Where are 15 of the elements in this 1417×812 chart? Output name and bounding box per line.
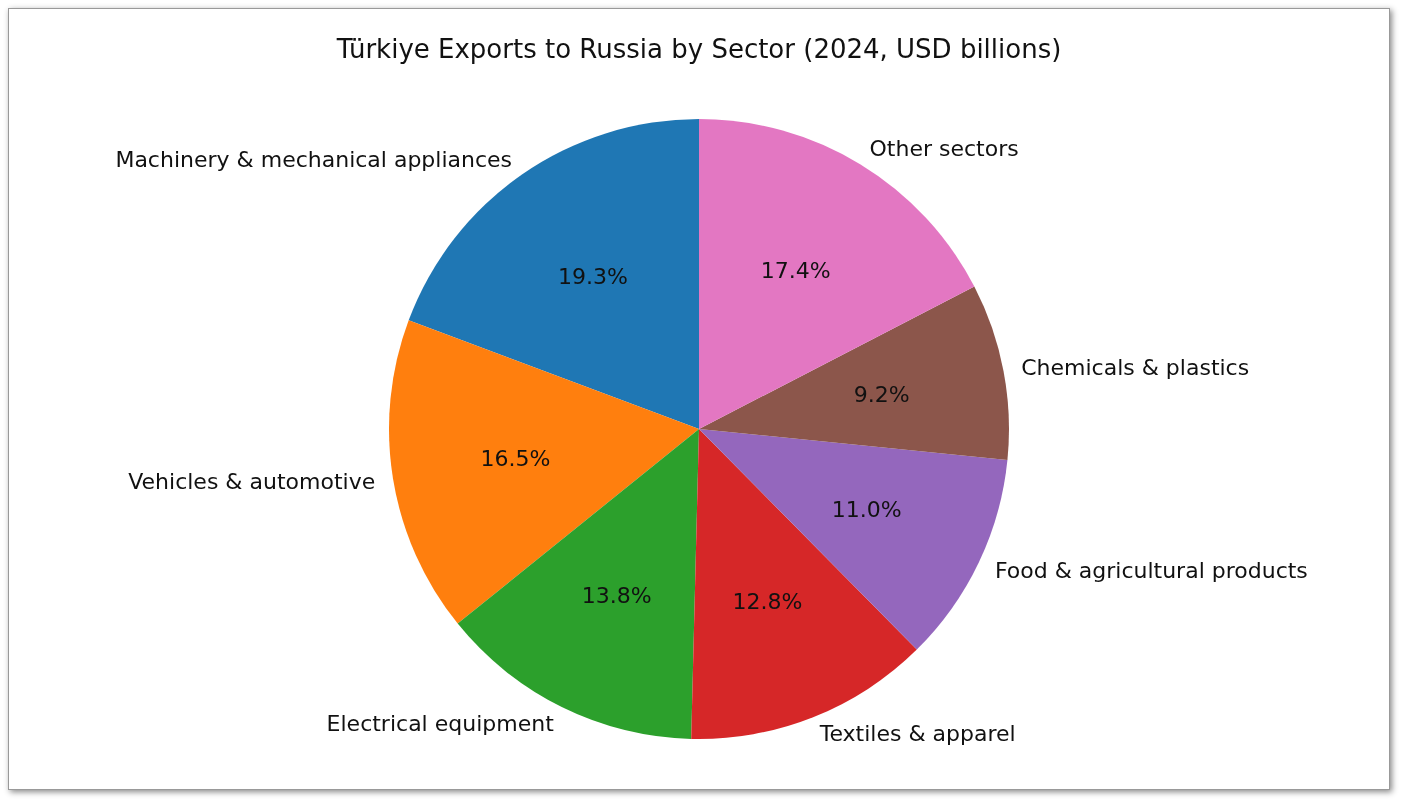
data-label: 19.3% [558, 263, 628, 289]
slice-label: Vehicles & automotive [128, 468, 376, 494]
slice-label: Other sectors [869, 136, 1019, 162]
data-label: 9.2% [853, 381, 910, 407]
chart-title: Türkiye Exports to Russia by Sector (2024, USD billions) [335, 34, 1062, 64]
data-label: 17.4% [760, 257, 831, 283]
slice-label: Textiles & apparel [818, 721, 1016, 747]
data-label: 11.0% [831, 496, 902, 522]
slice-label: Chemicals & plastics [1021, 355, 1250, 381]
slice-label: Electrical equipment [326, 710, 555, 736]
data-label: 16.5% [480, 446, 551, 472]
slice-label: Food & agricultural products [994, 558, 1308, 584]
data-label: 13.8% [581, 583, 652, 609]
data-label: 12.8% [732, 589, 803, 615]
slice-label: Machinery & mechanical appliances [115, 146, 513, 172]
